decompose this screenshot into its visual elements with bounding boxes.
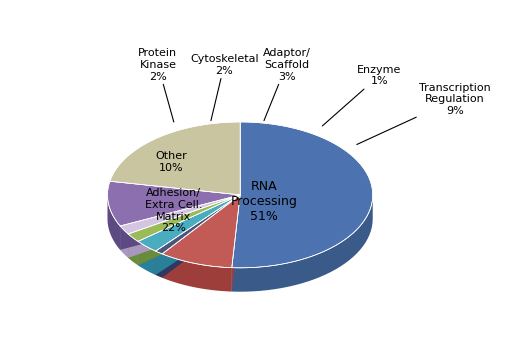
Polygon shape <box>155 195 240 275</box>
Polygon shape <box>108 181 240 226</box>
Polygon shape <box>120 195 240 250</box>
Polygon shape <box>120 195 240 234</box>
Polygon shape <box>138 241 155 275</box>
Polygon shape <box>162 254 232 292</box>
Polygon shape <box>138 195 240 251</box>
Polygon shape <box>110 122 240 195</box>
Text: Transcription
Regulation
9%: Transcription Regulation 9% <box>357 83 491 145</box>
Polygon shape <box>138 195 240 265</box>
Polygon shape <box>108 195 120 250</box>
Polygon shape <box>232 122 373 268</box>
Polygon shape <box>162 195 240 278</box>
Text: Adhesion/
Extra Cell.
Matrix
22%: Adhesion/ Extra Cell. Matrix 22% <box>145 188 203 233</box>
Polygon shape <box>162 195 240 268</box>
Polygon shape <box>120 195 240 250</box>
Polygon shape <box>128 234 138 265</box>
Polygon shape <box>128 195 240 258</box>
Polygon shape <box>155 195 240 275</box>
Text: Enzyme
1%: Enzyme 1% <box>322 65 401 126</box>
Text: Protein
Kinase
2%: Protein Kinase 2% <box>138 48 177 122</box>
Text: Cytoskeletal
2%: Cytoskeletal 2% <box>190 54 258 121</box>
Text: Other
10%: Other 10% <box>155 151 187 173</box>
Text: Adaptor/
Scaffold
3%: Adaptor/ Scaffold 3% <box>263 48 310 121</box>
Polygon shape <box>128 195 240 258</box>
Polygon shape <box>232 195 373 292</box>
Polygon shape <box>155 251 162 278</box>
Text: RNA
Processing
51%: RNA Processing 51% <box>230 180 297 223</box>
Polygon shape <box>155 195 240 254</box>
Polygon shape <box>162 195 240 278</box>
Polygon shape <box>232 195 240 292</box>
Polygon shape <box>232 195 240 292</box>
Polygon shape <box>120 226 128 258</box>
Polygon shape <box>138 195 240 265</box>
Polygon shape <box>128 195 240 241</box>
